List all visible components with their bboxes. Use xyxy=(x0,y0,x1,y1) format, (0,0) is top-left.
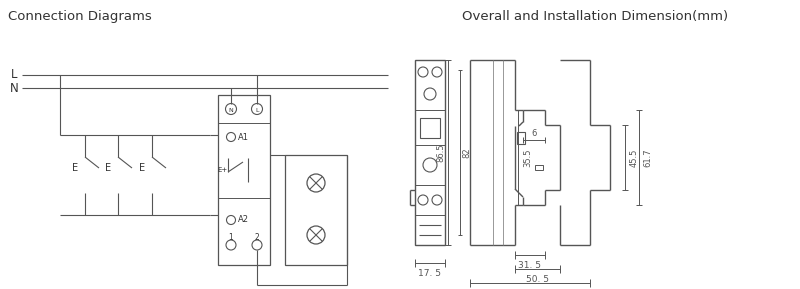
Text: E: E xyxy=(72,163,78,173)
Bar xyxy=(285,155,347,265)
Circle shape xyxy=(252,240,262,250)
Bar xyxy=(415,60,445,245)
Text: 17. 5: 17. 5 xyxy=(418,268,442,277)
Text: E: E xyxy=(139,163,145,173)
Circle shape xyxy=(418,67,428,77)
Circle shape xyxy=(424,88,436,100)
Bar xyxy=(218,95,270,265)
Text: L: L xyxy=(10,68,18,81)
Circle shape xyxy=(226,132,235,142)
Text: N: N xyxy=(229,108,234,112)
Circle shape xyxy=(226,103,237,114)
Text: 2: 2 xyxy=(254,232,259,242)
Text: 35.5: 35.5 xyxy=(523,148,533,167)
Circle shape xyxy=(251,103,262,114)
Bar xyxy=(535,165,543,170)
Bar xyxy=(420,118,440,138)
Circle shape xyxy=(432,67,442,77)
Text: N: N xyxy=(10,81,18,95)
Text: E+: E+ xyxy=(218,167,228,173)
Text: 82: 82 xyxy=(462,147,471,158)
Text: 31. 5: 31. 5 xyxy=(518,260,542,270)
Text: 45.5: 45.5 xyxy=(630,148,638,167)
Text: 50. 5: 50. 5 xyxy=(526,275,549,284)
Circle shape xyxy=(432,195,442,205)
Text: Overall and Installation Dimension(mm): Overall and Installation Dimension(mm) xyxy=(462,10,728,23)
Text: 6: 6 xyxy=(531,129,537,138)
Circle shape xyxy=(307,226,325,244)
Text: A1: A1 xyxy=(238,132,249,142)
Text: 1: 1 xyxy=(229,232,234,242)
Text: A2: A2 xyxy=(238,216,249,225)
Circle shape xyxy=(226,240,236,250)
Bar xyxy=(517,132,525,144)
Circle shape xyxy=(226,216,235,225)
Text: L: L xyxy=(255,108,258,112)
Text: Connection Diagrams: Connection Diagrams xyxy=(8,10,152,23)
Text: 70. 5: 70. 5 xyxy=(518,288,542,289)
Text: 61.7: 61.7 xyxy=(643,148,653,167)
Circle shape xyxy=(423,158,437,172)
Circle shape xyxy=(418,195,428,205)
Text: 86.5: 86.5 xyxy=(437,143,446,162)
Circle shape xyxy=(307,174,325,192)
Text: E: E xyxy=(105,163,111,173)
